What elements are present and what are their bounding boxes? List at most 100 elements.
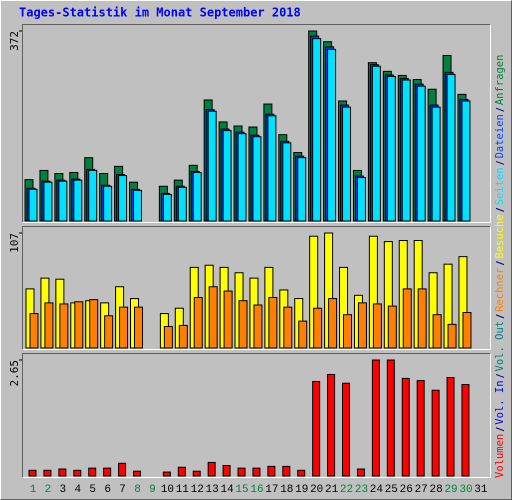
legend-separator bbox=[495, 261, 505, 266]
bar bbox=[342, 106, 352, 222]
legend-entry: Vol. In bbox=[494, 380, 506, 424]
bar bbox=[297, 157, 307, 222]
bar bbox=[29, 313, 39, 349]
bar bbox=[461, 100, 471, 222]
x-tick-label: 18 bbox=[280, 484, 293, 496]
bar bbox=[134, 306, 144, 349]
bar bbox=[73, 469, 82, 477]
bar bbox=[43, 181, 53, 222]
bar bbox=[461, 384, 470, 477]
x-tick-label: 5 bbox=[89, 484, 96, 496]
bar bbox=[177, 186, 187, 222]
x-tick-label: 9 bbox=[149, 484, 156, 496]
bar bbox=[177, 466, 186, 477]
x-tick-label: 10 bbox=[161, 484, 174, 496]
bar bbox=[118, 462, 127, 477]
x-tick-label: 6 bbox=[104, 484, 111, 496]
bar bbox=[431, 389, 440, 477]
bar bbox=[446, 73, 456, 222]
x-tick-label: 29 bbox=[444, 484, 457, 496]
bar bbox=[356, 177, 366, 222]
x-tick-label: 1 bbox=[30, 484, 37, 496]
bar bbox=[163, 326, 173, 349]
chart-title: Tages-Statistik im Monat September 2018 bbox=[19, 6, 301, 20]
bar bbox=[343, 314, 353, 349]
bar bbox=[401, 79, 411, 222]
bar bbox=[44, 302, 54, 349]
bar bbox=[268, 296, 278, 349]
bar bbox=[342, 382, 351, 477]
bar bbox=[386, 359, 395, 477]
bar bbox=[252, 136, 262, 222]
legend-entry: Besuche bbox=[494, 214, 506, 258]
bar bbox=[103, 185, 113, 222]
bar bbox=[462, 312, 472, 349]
bar bbox=[89, 299, 99, 349]
bar bbox=[208, 286, 218, 349]
panel-edge-light bbox=[22, 226, 491, 350]
legend-entry: Dateien bbox=[494, 114, 506, 158]
bar bbox=[133, 189, 143, 222]
legend-separator bbox=[495, 160, 505, 165]
bar bbox=[73, 179, 83, 222]
legend-entry: Vol. Out bbox=[494, 321, 506, 372]
legend: Volumen Vol. In Vol. Out Rechner Besuche Seit… bbox=[494, 55, 506, 478]
bar bbox=[267, 465, 276, 477]
bar bbox=[238, 300, 248, 349]
bar bbox=[402, 288, 412, 349]
y-tick-label: 107 bbox=[8, 233, 21, 253]
x-tick-label: 3 bbox=[60, 484, 67, 496]
legend-entry: Volumen bbox=[494, 434, 506, 478]
bar bbox=[282, 465, 291, 477]
bar bbox=[431, 106, 441, 222]
panel bbox=[22, 353, 491, 478]
bar bbox=[283, 306, 293, 349]
bar bbox=[447, 323, 457, 349]
bar bbox=[88, 467, 97, 477]
legend-separator bbox=[495, 374, 505, 378]
bar bbox=[58, 180, 68, 222]
x-tick-label: 26 bbox=[400, 484, 413, 496]
panel-edge-dark bbox=[22, 226, 491, 350]
bar bbox=[432, 314, 442, 349]
bar bbox=[446, 377, 455, 477]
x-tick-label: 27 bbox=[415, 484, 428, 496]
bar bbox=[282, 142, 292, 222]
bar bbox=[327, 373, 336, 477]
bar bbox=[207, 110, 217, 222]
bar bbox=[416, 85, 426, 222]
bar bbox=[371, 359, 380, 477]
x-tick-label: 16 bbox=[250, 484, 263, 496]
x-tick-label: 22 bbox=[340, 484, 353, 496]
panel-edge-dark bbox=[22, 353, 491, 478]
bar bbox=[192, 470, 201, 477]
x-tick-label: 11 bbox=[176, 484, 190, 496]
bar bbox=[328, 298, 338, 349]
bar bbox=[313, 307, 323, 349]
bar bbox=[401, 377, 410, 477]
x-tick-label: 30 bbox=[459, 484, 472, 496]
y-tick-label: 2.65 bbox=[8, 360, 21, 387]
bar bbox=[162, 193, 172, 222]
x-tick-label: 20 bbox=[310, 484, 323, 496]
bar bbox=[357, 302, 367, 349]
bar bbox=[372, 303, 382, 349]
bar bbox=[312, 38, 322, 222]
panel-edge-light bbox=[22, 353, 491, 478]
x-tick-label: 15 bbox=[235, 484, 248, 496]
bar bbox=[356, 468, 365, 477]
bar bbox=[297, 469, 306, 477]
bar bbox=[252, 467, 261, 477]
bar bbox=[28, 188, 38, 222]
legend-separator bbox=[495, 427, 505, 432]
bar bbox=[74, 301, 84, 349]
bar bbox=[88, 169, 98, 222]
x-tick-label: 8 bbox=[134, 484, 141, 496]
bar bbox=[222, 130, 232, 222]
bar bbox=[387, 305, 397, 349]
legend-entry: Seiten bbox=[494, 167, 506, 205]
bar bbox=[207, 461, 216, 477]
bar bbox=[178, 324, 188, 349]
x-tick-label: 12 bbox=[191, 484, 204, 496]
